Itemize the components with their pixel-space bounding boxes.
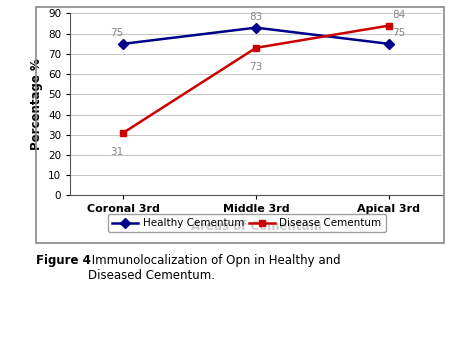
Text: Immunolocalization of Opn in Healthy and
Diseased Cementum.: Immunolocalization of Opn in Healthy and… xyxy=(88,254,341,282)
Text: 84: 84 xyxy=(393,9,406,20)
Text: 73: 73 xyxy=(249,62,263,72)
Legend: Healthy Cementum, Disease Cementum: Healthy Cementum, Disease Cementum xyxy=(108,214,386,233)
Text: 75: 75 xyxy=(110,28,123,38)
Text: Figure 4: Figure 4 xyxy=(36,254,91,268)
Y-axis label: Percentage %: Percentage % xyxy=(29,59,43,150)
X-axis label: Areas of Cementum: Areas of Cementum xyxy=(191,220,321,233)
Text: 83: 83 xyxy=(249,11,263,22)
Text: 75: 75 xyxy=(393,28,406,38)
Text: 31: 31 xyxy=(110,147,123,157)
